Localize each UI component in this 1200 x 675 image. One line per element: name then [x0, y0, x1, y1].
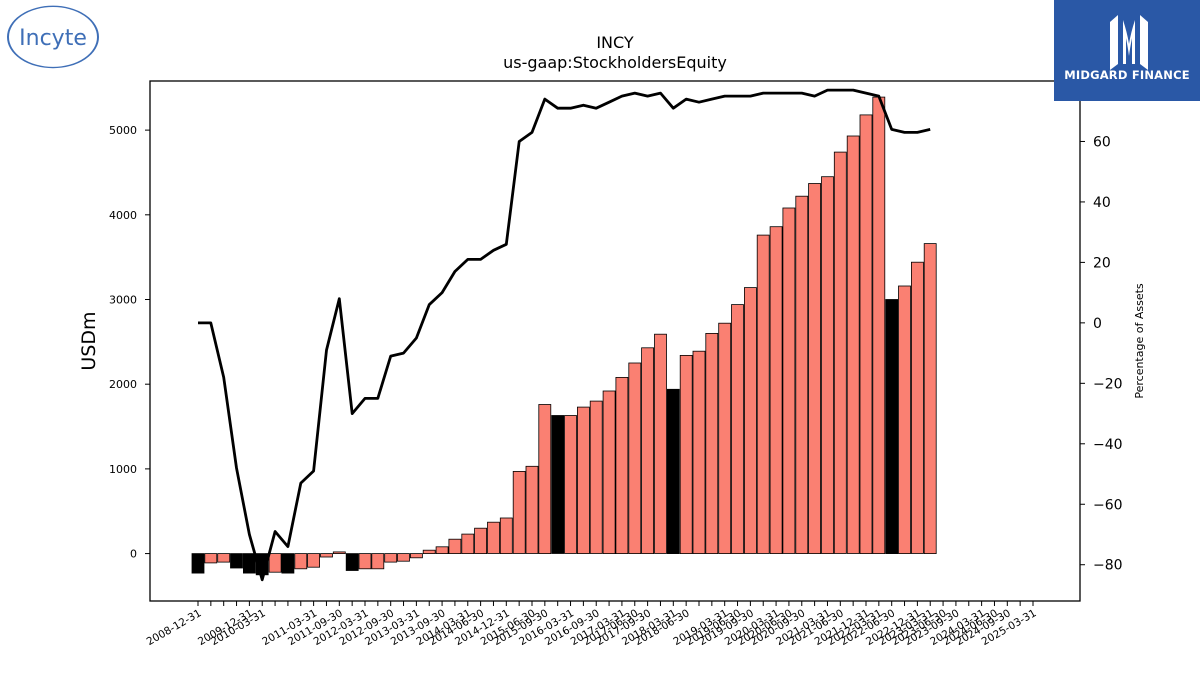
bar-2016-06-30 — [577, 406, 590, 555]
y-tick-label: 0 — [130, 548, 137, 561]
bar-2013-03-31 — [409, 553, 423, 559]
bar-2011-09-30 — [332, 551, 346, 555]
bar-2022-12-31 — [911, 261, 924, 554]
incyte-logo-text: Incyte — [19, 26, 87, 51]
midgard-finance-logo: MIDGARD FINANCE — [1054, 0, 1200, 101]
y2-tick-label: 60 — [1093, 134, 1111, 150]
bar-2013-09-30 — [435, 546, 449, 554]
bar-2012-12-31 — [397, 553, 410, 562]
bar-series — [191, 96, 937, 576]
x-axis: 2008-12-312009-12-312010-03-312011-03-31… — [145, 601, 1039, 648]
bar-2022-06-30 — [885, 299, 899, 555]
bar-2016-09-30 — [589, 400, 603, 554]
bar-2014-06-30 — [474, 527, 488, 555]
bar-2023-03-31 — [923, 243, 937, 555]
y2-tick-label: 40 — [1093, 195, 1111, 211]
bar-2017-09-30 — [641, 347, 654, 554]
y-tick-label: 2000 — [109, 378, 137, 391]
midgard-emblem-icon — [1110, 15, 1148, 70]
y2-tick-label: −60 — [1093, 497, 1123, 513]
bar-2019-09-30 — [744, 287, 757, 554]
line-series — [198, 88, 931, 582]
bar-2018-09-30 — [692, 350, 706, 555]
bar-2021-09-30 — [846, 135, 860, 554]
y2-tick-label: 0 — [1093, 316, 1102, 332]
bar-2010-06-30 — [268, 553, 282, 573]
bar-2012-03-31 — [358, 553, 372, 570]
bar-2009-12-31 — [242, 553, 256, 574]
bar-2019-03-31 — [718, 322, 732, 555]
plot-area-frame — [149, 80, 1081, 602]
bar-2011-06-30 — [320, 553, 333, 558]
y-tick-label: 5000 — [109, 124, 137, 137]
bar-2014-12-31 — [499, 517, 513, 554]
bar-2017-03-31 — [615, 376, 629, 554]
bar-2014-09-30 — [487, 521, 500, 554]
bar-2021-06-30 — [833, 151, 847, 554]
bar-2014-03-31 — [461, 533, 475, 554]
y2-axis-label: Percentage of Assets — [1133, 283, 1146, 399]
bar-2021-03-31 — [821, 176, 834, 554]
bar-2015-12-31 — [551, 415, 565, 554]
y2-tick-label: −20 — [1093, 376, 1123, 392]
percentage-line — [198, 88, 931, 582]
midgard-logo-text: MIDGARD FINANCE — [1064, 68, 1190, 82]
y-tick-label: 1000 — [109, 463, 137, 476]
y-axis-label: USDm — [78, 311, 100, 370]
bar-2012-06-30 — [371, 553, 385, 570]
bar-2020-03-31 — [769, 226, 783, 554]
left-axis: 0 1000 2000 3000 4000 5000 — [109, 124, 150, 561]
bar-2018-12-31 — [705, 332, 719, 554]
bar-2009-06-30 — [217, 553, 231, 563]
bar-2008-12-31 — [191, 553, 205, 574]
bar-2017-12-31 — [654, 333, 667, 554]
bar-2020-06-30 — [782, 207, 796, 554]
bar-2021-12-31 — [859, 114, 873, 555]
bar-2015-06-30 — [525, 465, 539, 554]
y-tick-label: 3000 — [109, 294, 137, 307]
y2-tick-label: 20 — [1093, 255, 1111, 271]
y2-tick-label: −40 — [1093, 437, 1123, 453]
bar-2009-09-30 — [230, 553, 243, 569]
bar-2011-03-31 — [307, 553, 321, 568]
chart-title: INCY — [596, 33, 634, 52]
right-axis: −80 −60 −40 −20 0 20 40 60 — [1080, 134, 1123, 574]
bar-2009-03-31 — [204, 553, 218, 564]
bar-2020-09-30 — [795, 195, 809, 554]
bar-2019-06-30 — [731, 304, 744, 555]
incyte-logo: Incyte — [6, 5, 101, 70]
bar-2015-03-31 — [512, 470, 526, 554]
y2-tick-label: −80 — [1093, 558, 1123, 574]
bar-2013-06-30 — [422, 549, 436, 555]
chart-subtitle: us-gaap:StockholdersEquity — [503, 53, 727, 72]
bar-2022-09-30 — [898, 285, 911, 555]
bar-2010-12-31 — [294, 553, 308, 570]
bar-2016-03-31 — [564, 415, 577, 554]
bar-2015-09-30 — [538, 404, 552, 555]
bar-2010-09-30 — [281, 553, 295, 574]
bar-2022-03-31 — [872, 96, 886, 554]
y-tick-label: 4000 — [109, 209, 137, 222]
bar-2018-03-31 — [666, 388, 680, 554]
bar-2017-06-30 — [628, 362, 642, 555]
bar-2019-12-31 — [756, 234, 770, 554]
bar-2020-12-31 — [808, 183, 821, 555]
x-tick-label: 2008-12-31 — [145, 607, 204, 648]
bar-2012-09-30 — [384, 553, 398, 563]
bar-2011-12-31 — [345, 553, 359, 571]
bar-2016-12-31 — [602, 390, 616, 555]
bar-2013-12-31 — [448, 538, 462, 555]
bar-2018-06-30 — [679, 354, 693, 554]
